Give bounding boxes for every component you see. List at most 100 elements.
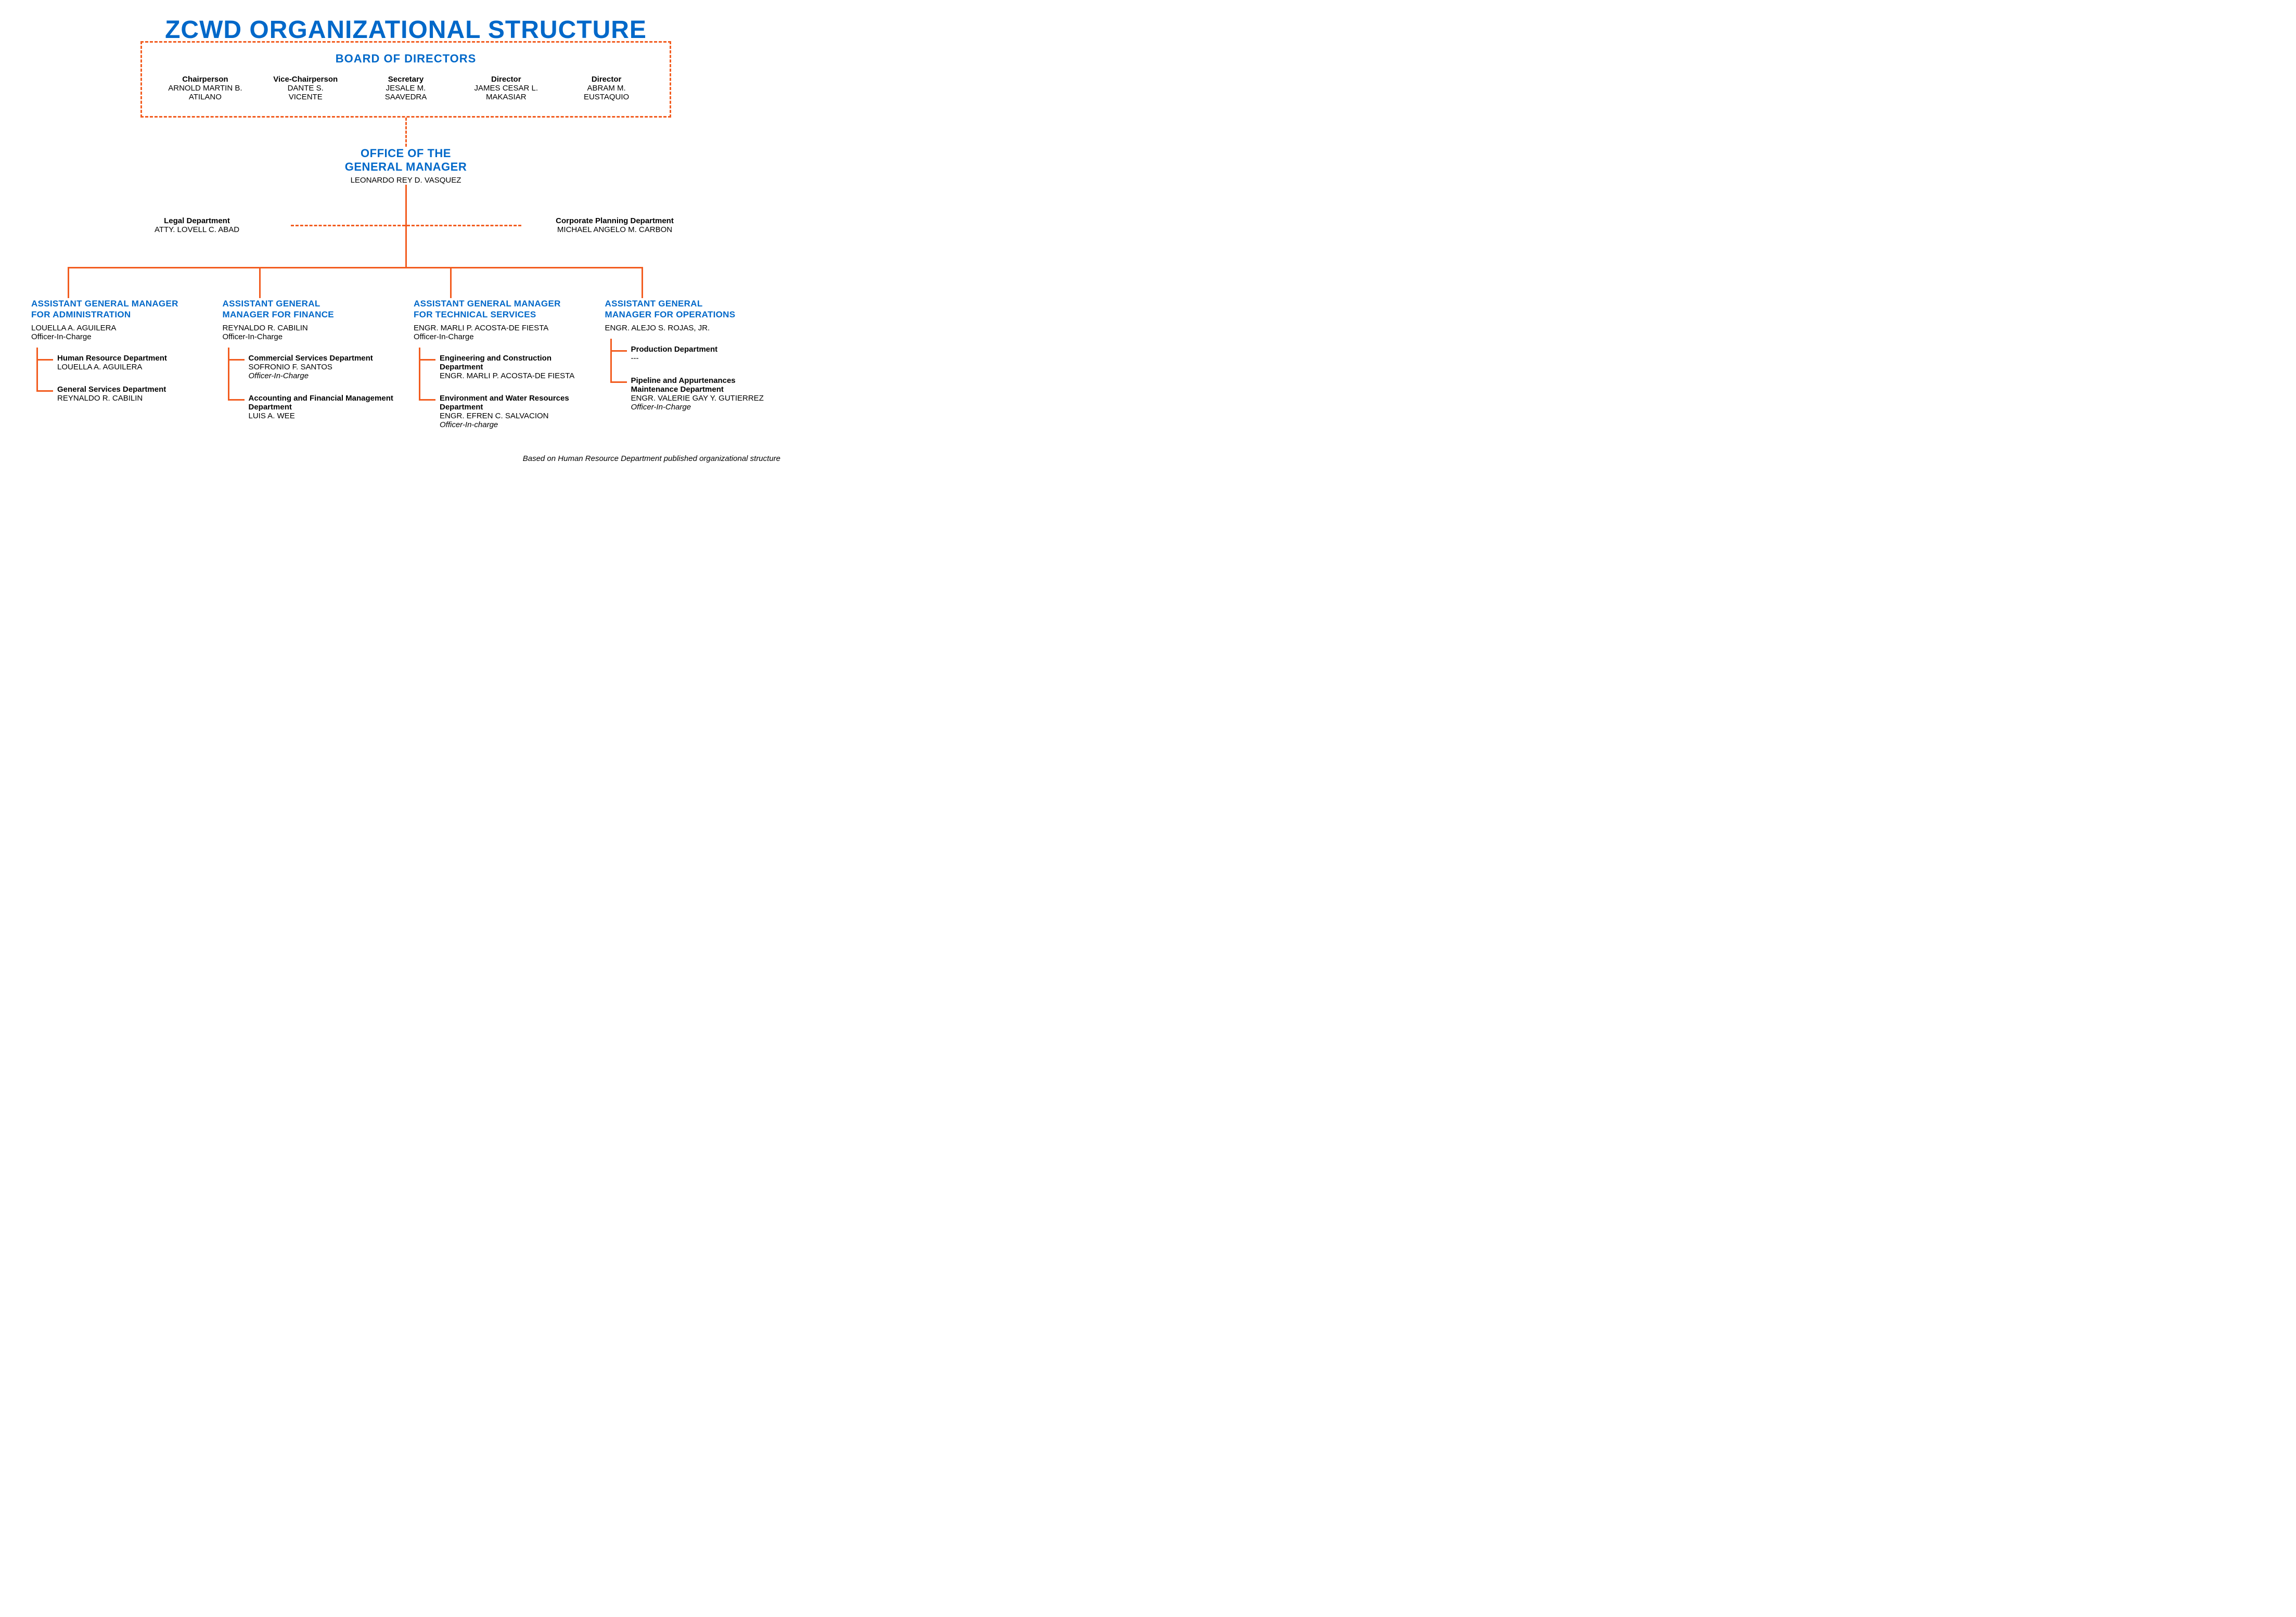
corporate-planning-department: Corporate Planning Department MICHAEL AN… [521,216,709,234]
board-members-row: Chairperson ARNOLD MARTIN B. ATILANO Vic… [158,75,654,101]
department: Production Department--- [622,339,781,370]
dept-person: SOFRONIO F. SANTOS [249,363,399,371]
member-role: Chairperson [158,75,253,84]
dept-person: ENGR. MARLI P. ACOSTA-DE FIESTA [440,371,589,380]
department: Accounting and Financial Management Depa… [239,388,399,428]
board-member: Vice-Chairperson DANTE S. VICENTE [258,75,353,101]
legal-department: Legal Department ATTY. LOVELL C. ABAD [104,216,291,234]
board-member: Secretary JESALE M. SAAVEDRA [358,75,454,101]
department: Environment and Water Resources Departme… [430,388,589,437]
drop-line [642,267,643,298]
agm-column: ASSISTANT GENERAL MANAGERFOR ADMINISTRAT… [31,298,207,437]
agm-row: ASSISTANT GENERAL MANAGERFOR ADMINISTRAT… [31,298,780,437]
dept-name: Legal Department [104,216,291,225]
dept-title: Environment and Water Resources Departme… [440,394,589,412]
ogm-name: LEONARDO REY D. VASQUEZ [31,176,780,185]
dept-person: ATTY. LOVELL C. ABAD [104,225,291,234]
dept-list: Production Department--- Pipeline and App… [605,339,781,419]
department: Engineering and Construction DepartmentE… [430,348,589,388]
agm-title: ASSISTANT GENERAL MANAGER [31,298,207,309]
agm-name: LOUELLA A. AGUILERA [31,324,207,332]
connector-dashed-right [407,225,521,226]
dept-person: MICHAEL ANGELO M. CARBON [521,225,709,234]
ogm-title: OFFICE OF THE [31,147,780,160]
member-name: ARNOLD MARTIN B. [158,84,253,93]
dept-person: REYNALDO R. CABILIN [57,394,207,403]
dept-title: Accounting and Financial Management Depa… [249,394,399,412]
dept-person: ENGR. EFREN C. SALVACION [440,412,589,420]
board-member: Director JAMES CESAR L. MAKASIAR [458,75,554,101]
side-departments: Legal Department ATTY. LOVELL C. ABAD Co… [31,210,780,241]
agm-title: ASSISTANT GENERAL MANAGER [414,298,589,309]
drop-line [450,267,452,298]
department: Commercial Services DepartmentSOFRONIO F… [239,348,399,388]
agm-title: FOR ADMINISTRATION [31,309,207,320]
agm-subtitle: Officer-In-Charge [31,332,207,341]
board-member: Director ABRAM M. EUSTAQUIO [559,75,654,101]
dept-list: Human Resource DepartmentLOUELLA A. AGUI… [31,348,207,410]
dept-name: Corporate Planning Department [521,216,709,225]
connector-board-to-ogm [405,118,407,147]
member-role: Vice-Chairperson [258,75,353,84]
member-name: MAKASIAR [458,93,554,101]
member-role: Director [559,75,654,84]
drop-line [68,267,69,298]
member-name: SAAVEDRA [358,93,454,101]
dept-title: General Services Department [57,385,207,394]
crossbar [31,267,780,298]
dept-note: Officer-In-Charge [631,403,781,412]
member-name: JESALE M. [358,84,454,93]
agm-title: MANAGER FOR OPERATIONS [605,309,781,320]
agm-subtitle: Officer-In-Charge [414,332,589,341]
connector-ogm-down [405,185,407,210]
member-name: DANTE S. [258,84,353,93]
agm-name: ENGR. MARLI P. ACOSTA-DE FIESTA [414,324,589,332]
connector-dashed-left [291,225,405,226]
connector-center-down [405,241,407,267]
agm-title: FOR TECHNICAL SERVICES [414,309,589,320]
dept-title: Commercial Services Department [249,354,399,363]
agm-title: ASSISTANT GENERAL [605,298,781,309]
member-name: ATILANO [158,93,253,101]
agm-column: ASSISTANT GENERAL MANAGERFOR TECHNICAL S… [414,298,589,437]
dept-title: Production Department [631,345,781,354]
dept-person: LOUELLA A. AGUILERA [57,363,207,371]
dept-note: Officer-In-charge [440,420,589,429]
agm-name: REYNALDO R. CABILIN [223,324,399,332]
agm-column: ASSISTANT GENERALMANAGER FOR OPERATIONS E… [605,298,781,437]
board-heading: BOARD OF DIRECTORS [158,52,654,66]
agm-subtitle: Officer-In-Charge [223,332,399,341]
ogm-title: GENERAL MANAGER [31,160,780,174]
agm-column: ASSISTANT GENERALMANAGER FOR FINANCE REYN… [223,298,399,437]
footer-note: Based on Human Resource Department publi… [31,454,780,463]
dept-person: --- [631,354,781,363]
dept-person: ENGR. VALERIE GAY Y. GUTIERREZ [631,394,781,403]
agm-name: ENGR. ALEJO S. ROJAS, JR. [605,324,781,332]
board-of-directors-box: BOARD OF DIRECTORS Chairperson ARNOLD MA… [140,41,671,118]
agm-title: ASSISTANT GENERAL [223,298,399,309]
dept-vertical-line [228,348,229,400]
dept-vertical-line [610,339,612,382]
dept-title: Engineering and Construction Department [440,354,589,371]
member-name: ABRAM M. [559,84,654,93]
agm-title: MANAGER FOR FINANCE [223,309,399,320]
department: Human Resource DepartmentLOUELLA A. AGUI… [48,348,207,379]
member-name: VICENTE [258,93,353,101]
crossbar-line [68,267,643,268]
board-member: Chairperson ARNOLD MARTIN B. ATILANO [158,75,253,101]
member-name: JAMES CESAR L. [458,84,554,93]
dept-note: Officer-In-Charge [249,371,399,380]
department: General Services DepartmentREYNALDO R. C… [48,379,207,410]
dept-title: Human Resource Department [57,354,207,363]
dept-list: Commercial Services DepartmentSOFRONIO F… [223,348,399,428]
member-role: Director [458,75,554,84]
dept-vertical-line [419,348,420,400]
page-title: ZCWD ORGANIZATIONAL STRUCTURE [31,16,780,44]
drop-line [259,267,261,298]
department: Pipeline and Appurtenances Maintenance D… [622,370,781,419]
dept-person: LUIS A. WEE [249,412,399,420]
dept-list: Engineering and Construction DepartmentE… [414,348,589,437]
member-name: EUSTAQUIO [559,93,654,101]
dept-vertical-line [36,348,38,391]
dept-title: Pipeline and Appurtenances Maintenance D… [631,376,781,394]
